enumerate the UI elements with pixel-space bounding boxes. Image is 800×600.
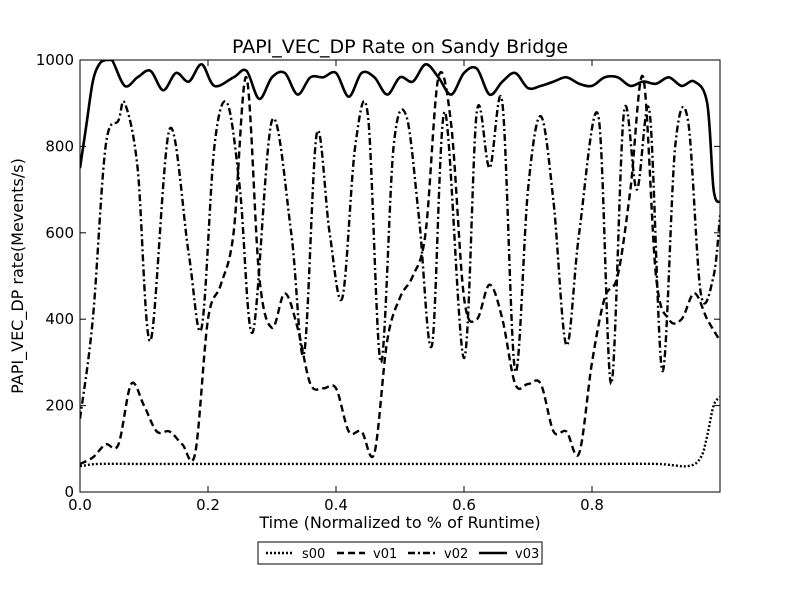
series-line-v02 [80,94,720,419]
y-tick-label: 600 [45,224,74,242]
x-tick-label: 0.8 [580,496,604,514]
y-tick-label: 200 [45,397,74,415]
chart-title: PAPI_VEC_DP Rate on Sandy Bridge [232,36,568,58]
x-axis-label: Time (Normalized to % of Runtime) [258,513,540,532]
x-tick-label: 0.4 [324,496,348,514]
y-tick-label: 1000 [36,51,74,69]
series-line-v03 [80,60,720,204]
ticks-layer: 0.0 0.2 0.4 0.6 0.8 0 200 400 600 800 1000 [36,51,720,514]
legend-label-v02: v02 [444,547,468,562]
legend-label-v01: v01 [373,547,397,562]
y-axis-label: PAPI_VEC_DP rate(Mevents/s) [8,158,28,394]
x-tick-label: 0.0 [68,496,92,514]
series-layer [80,60,720,468]
x-tick-label: 0.6 [452,496,476,514]
plot-frame [79,59,721,493]
legend: s00 v01 v02 v03 [257,541,543,565]
x-tick-label: 0.2 [196,496,220,514]
y-tick-label: 0 [64,483,74,501]
y-tick-label: 800 [45,137,74,155]
legend-box [257,541,543,565]
legend-label-v03: v03 [515,547,539,562]
y-tick-label: 400 [45,310,74,328]
series-line-s00 [80,396,720,468]
legend-label-s00: s00 [302,547,325,562]
